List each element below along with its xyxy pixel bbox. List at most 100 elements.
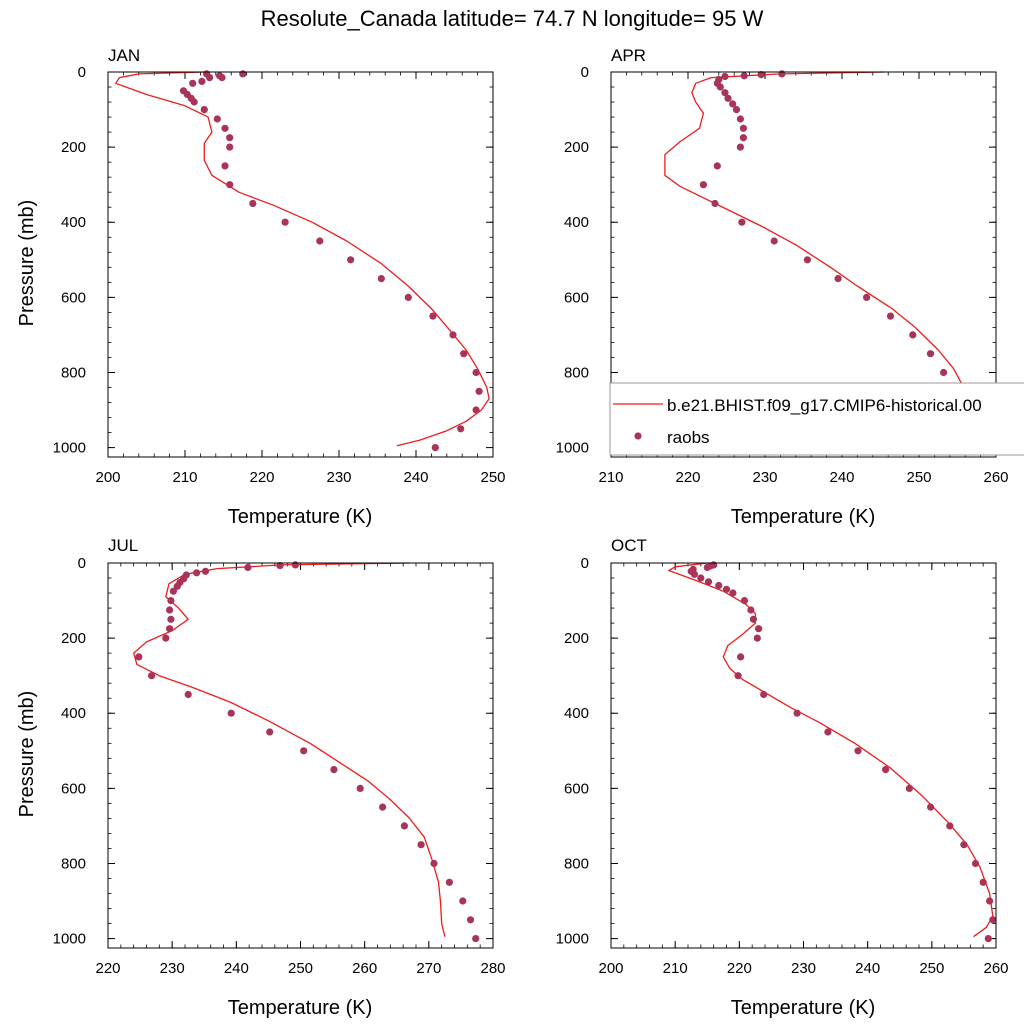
raobs-point-jul — [379, 803, 387, 811]
raobs-point-apr — [757, 71, 765, 79]
raobs-point-jan — [198, 77, 206, 85]
raobs-point-jan — [218, 74, 226, 82]
raobs-point-jul — [166, 625, 174, 633]
raobs-point-oct — [989, 916, 997, 924]
y-tick-label-jul: 800 — [61, 855, 86, 872]
raobs-point-jan — [239, 70, 247, 78]
raobs-point-jan — [472, 368, 480, 377]
x-tick-label-jul: 270 — [416, 960, 441, 977]
plot-frame-apr — [610, 71, 997, 458]
x-tick-label-jul: 240 — [224, 960, 249, 977]
raobs-point-oct — [854, 747, 862, 755]
raobs-point-apr — [909, 331, 917, 339]
x-tick-label-jul: 230 — [160, 960, 185, 977]
y-tick-label-oct: 800 — [564, 855, 589, 872]
x-tick-label-oct: 250 — [919, 960, 944, 977]
y-tick-label-jan: 0 — [78, 64, 86, 81]
raobs-point-jan — [431, 444, 439, 452]
raobs-point-apr — [739, 124, 748, 132]
y-axis-label-jan: Pressure (mb) — [16, 200, 38, 327]
raobs-point-jul — [417, 841, 425, 849]
raobs-point-apr — [803, 256, 812, 264]
raobs-point-jul — [193, 569, 201, 577]
model-profile-line-oct — [668, 562, 994, 938]
y-tick-label-jan: 600 — [61, 289, 86, 306]
raobs-point-apr — [886, 312, 895, 320]
legend: b.e21.BHIST.f09_g17.CMIP6-historical.00 … — [609, 382, 1024, 456]
x-tick-label-oct: 260 — [983, 960, 1008, 977]
raobs-point-jul — [148, 672, 156, 680]
model-profile-line-apr — [664, 71, 965, 445]
raobs-point-jul — [135, 653, 143, 661]
x-tick-label-apr: 210 — [598, 469, 623, 486]
raobs-point-jul — [162, 634, 170, 642]
raobs-point-oct — [740, 597, 749, 605]
raobs-point-apr — [721, 89, 729, 97]
plot-area-oct: 200 210 220 230 240 250 260 0 200 400 600 800 1000 — [556, 555, 1009, 977]
raobs-point-apr — [940, 368, 948, 377]
y-tick-label-apr: 600 — [564, 289, 589, 306]
raobs-point-jan — [377, 275, 385, 283]
raobs-point-oct — [946, 822, 954, 830]
x-tick-label-oct: 200 — [598, 960, 623, 977]
x-tick-label-jul: 260 — [352, 960, 377, 977]
plot-frame-jan — [107, 71, 494, 458]
x-tick-label-jan: 240 — [403, 469, 428, 486]
plot-area-jul: 220 230 240 250 260 270 280 0 200 400 600 800 1000 — [53, 555, 506, 977]
raobs-point-jul — [276, 562, 284, 570]
y-tick-label-oct: 400 — [564, 705, 589, 722]
raobs-point-oct — [703, 563, 711, 572]
raobs-point-oct — [760, 690, 768, 699]
y-tick-label-jan: 800 — [61, 364, 86, 381]
raobs-point-jan — [221, 162, 229, 170]
raobs-point-jul — [266, 728, 274, 736]
x-axis-label-apr: Temperature (K) — [731, 506, 876, 528]
raobs-point-oct — [753, 634, 761, 642]
raobs-point-jul — [430, 859, 438, 868]
panel-jul: 220 230 240 250 260 270 280 0 200 400 600 800 1000 J… — [16, 536, 506, 1019]
raobs-point-jan — [316, 237, 324, 245]
raobs-point-apr — [926, 350, 935, 358]
raobs-point-apr — [713, 162, 721, 170]
y-tick-label-jan: 200 — [61, 139, 86, 156]
raobs-point-jan — [249, 199, 257, 208]
raobs-point-jan — [221, 124, 229, 132]
plot-area-jan: 200 210 220 230 240 250 0 200 400 600 800 1000 — [53, 64, 506, 486]
legend-box — [609, 382, 1024, 456]
raobs-point-jul — [445, 878, 453, 886]
y-tick-label-apr: 400 — [564, 214, 589, 231]
raobs-point-jan — [226, 181, 234, 189]
raobs-point-apr — [729, 100, 737, 108]
raobs-point-oct — [971, 859, 980, 868]
raobs-point-jan — [226, 134, 234, 142]
x-tick-label-apr: 260 — [983, 469, 1008, 486]
y-tick-label-jul: 1000 — [53, 931, 86, 948]
raobs-point-jan — [460, 350, 468, 358]
raobs-point-jan — [475, 387, 483, 395]
raobs-point-apr — [736, 115, 745, 123]
raobs-point-jul — [227, 709, 235, 717]
raobs-point-oct — [737, 653, 745, 661]
x-tick-label-oct: 230 — [791, 960, 816, 977]
raobs-point-jan — [206, 74, 214, 82]
raobs-point-apr — [736, 143, 745, 151]
x-tick-label-jan: 230 — [326, 469, 351, 486]
raobs-point-apr — [721, 72, 729, 81]
raobs-point-jul — [466, 916, 475, 924]
raobs-point-oct — [979, 878, 987, 886]
x-tick-label-jul: 280 — [480, 960, 505, 977]
panel-title-jan: JAN — [108, 46, 140, 65]
raobs-point-jan — [457, 425, 465, 433]
raobs-point-jul — [356, 784, 364, 793]
raobs-point-oct — [986, 897, 994, 905]
raobs-point-oct — [749, 615, 758, 623]
raobs-point-oct — [722, 585, 731, 593]
raobs-point-jul — [459, 897, 467, 905]
raobs-point-jul — [400, 822, 408, 830]
raobs-point-apr — [863, 293, 871, 301]
raobs-point-jan — [472, 406, 480, 414]
raobs-point-apr — [699, 181, 708, 189]
raobs-point-jan — [190, 98, 198, 106]
